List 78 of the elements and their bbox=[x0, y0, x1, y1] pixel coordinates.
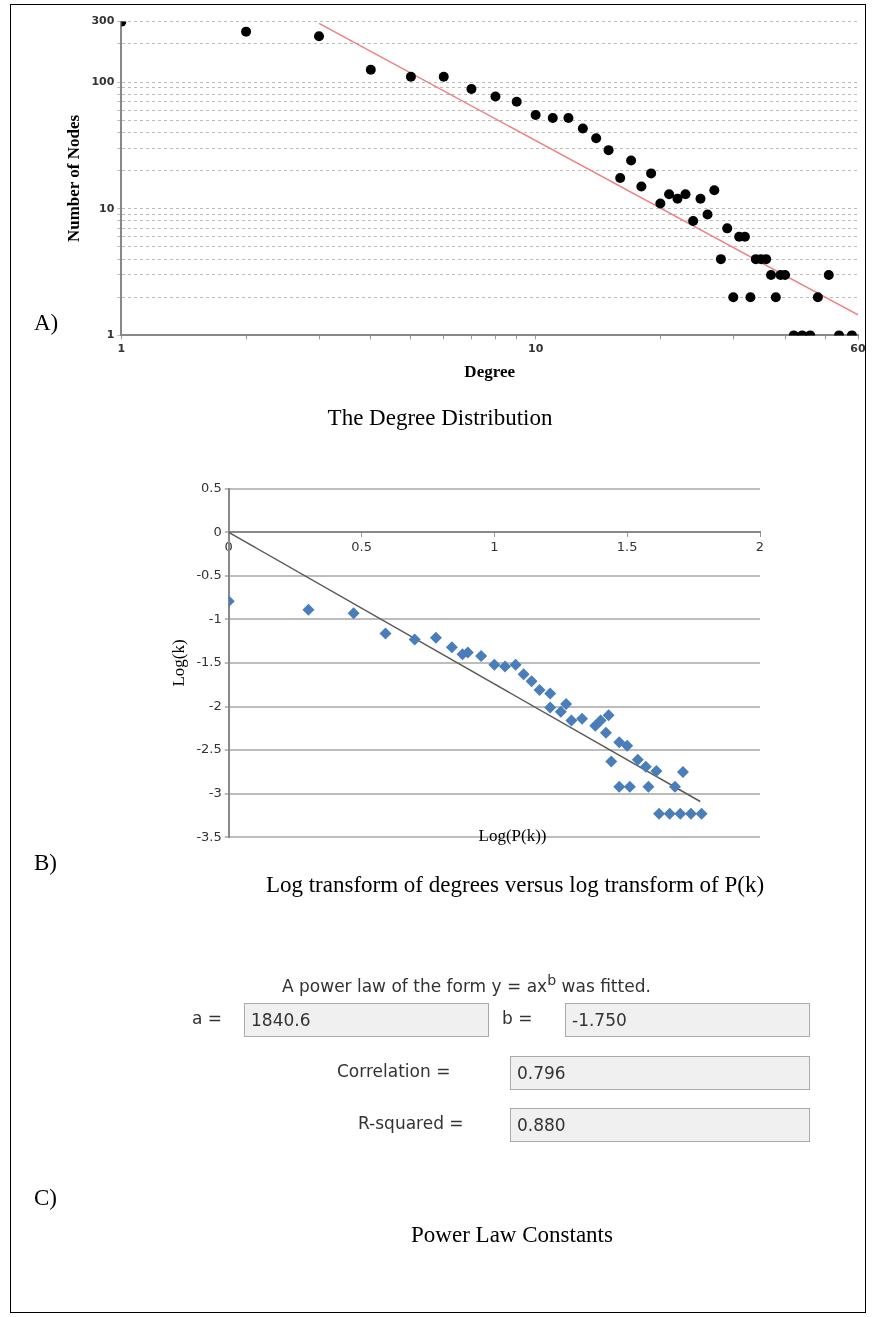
x-tick-label: 10 bbox=[527, 341, 544, 355]
point bbox=[613, 736, 626, 749]
point bbox=[379, 627, 392, 640]
point bbox=[488, 658, 501, 671]
point bbox=[676, 765, 689, 778]
point bbox=[639, 760, 652, 773]
y-tick-label: -1.5 bbox=[196, 654, 222, 670]
point bbox=[605, 755, 618, 768]
y-tick-label: 0 bbox=[213, 523, 222, 539]
text: A power law of the form y = ax$^{b}$ was fitted. bbox=[282, 972, 651, 996]
y-tick-label: 10 bbox=[99, 201, 115, 215]
y-tick-label: -0.5 bbox=[196, 567, 222, 583]
point bbox=[650, 765, 663, 777]
point bbox=[695, 807, 708, 820]
x-tick-label: 1 bbox=[490, 538, 499, 554]
point bbox=[347, 607, 360, 620]
y-axis-title: Log(k) bbox=[168, 639, 188, 687]
point bbox=[509, 658, 522, 671]
text-field: 0.796 bbox=[510, 1056, 810, 1090]
text: a = bbox=[192, 1008, 223, 1028]
y-tick-label: 300 bbox=[91, 14, 115, 28]
x-tick-label: 1 bbox=[117, 341, 126, 355]
point bbox=[544, 687, 557, 700]
point bbox=[623, 780, 636, 793]
x-tick-label: 2 bbox=[755, 538, 765, 554]
point bbox=[602, 709, 615, 722]
point bbox=[599, 726, 612, 739]
point bbox=[445, 641, 458, 654]
y-tick-label: -1 bbox=[208, 610, 222, 626]
point bbox=[576, 712, 589, 725]
y-tick-label: 1 bbox=[106, 328, 115, 342]
point bbox=[554, 705, 567, 718]
y-tick-label: 0.5 bbox=[201, 480, 222, 496]
point bbox=[302, 603, 315, 616]
point bbox=[621, 739, 634, 752]
text: B) bbox=[34, 850, 57, 876]
text-field: 1840.6 bbox=[244, 1003, 489, 1037]
text: R-squared = bbox=[358, 1113, 464, 1133]
text-field: 0.880 bbox=[510, 1108, 810, 1142]
point bbox=[669, 780, 681, 793]
text: A) bbox=[34, 310, 59, 336]
point bbox=[408, 633, 421, 646]
x-tick-label: 1.5 bbox=[616, 538, 638, 554]
point bbox=[517, 668, 530, 681]
y-tick-label: 100 bbox=[91, 74, 115, 88]
point bbox=[653, 807, 666, 820]
point bbox=[475, 650, 488, 663]
y-tick-label: -2 bbox=[208, 697, 222, 713]
point bbox=[684, 807, 697, 820]
x-tick-label: 0.5 bbox=[351, 538, 372, 554]
point bbox=[544, 701, 557, 714]
y-tick-label: -2.5 bbox=[196, 741, 222, 757]
y-tick-label: -3 bbox=[208, 785, 222, 801]
point bbox=[565, 714, 578, 727]
text: Power Law Constants bbox=[411, 1222, 613, 1248]
point bbox=[589, 719, 602, 732]
point bbox=[631, 753, 644, 766]
point bbox=[642, 780, 655, 793]
point bbox=[674, 807, 687, 820]
text: Correlation = bbox=[337, 1061, 451, 1081]
text: C) bbox=[34, 1185, 57, 1211]
point bbox=[429, 631, 442, 644]
point bbox=[525, 675, 538, 688]
x-axis-title: Degree bbox=[464, 362, 516, 382]
point bbox=[663, 807, 676, 820]
y-tick-label: -3.5 bbox=[196, 828, 222, 844]
point bbox=[560, 697, 573, 710]
point bbox=[533, 684, 546, 696]
text: Log transform of degrees versus log transform of P(k) bbox=[265, 872, 765, 898]
point bbox=[613, 780, 626, 793]
x-tick-label: 60 bbox=[850, 341, 866, 355]
point bbox=[594, 714, 607, 727]
text-field: -1.750 bbox=[565, 1003, 810, 1037]
point bbox=[499, 660, 512, 673]
x-axis-title: Log(P(k)) bbox=[478, 826, 547, 846]
y-axis-title: Number of Nodes bbox=[63, 114, 83, 243]
text: b = bbox=[502, 1008, 533, 1028]
text: The Degree Distribution bbox=[327, 405, 553, 431]
